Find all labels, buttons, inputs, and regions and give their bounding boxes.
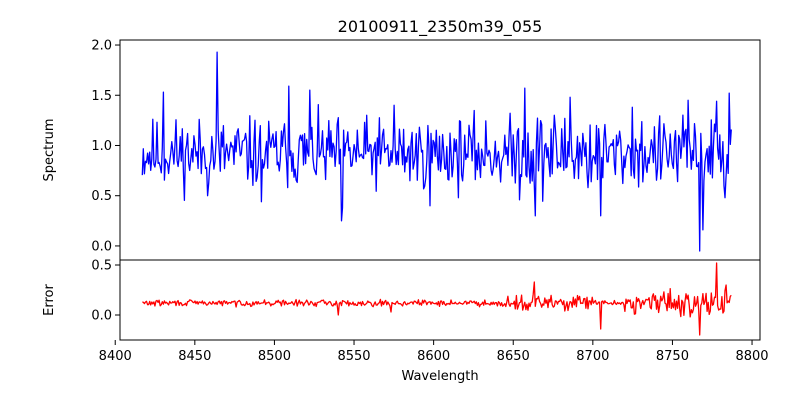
- xtick-label: 8500: [258, 349, 291, 364]
- spectrum-series: [141, 51, 732, 252]
- plot-title: 20100911_2350m39_055: [338, 17, 543, 37]
- error-line: [142, 262, 732, 336]
- xtick-label: 8700: [576, 349, 609, 364]
- xtick-label: 8550: [337, 349, 370, 364]
- error-ylabel: Error: [42, 284, 57, 316]
- xtick-label: 8450: [178, 349, 211, 364]
- xtick-label: 8600: [417, 349, 450, 364]
- error-axes-frame: [119, 259, 761, 341]
- xtick-label: 8650: [497, 349, 530, 364]
- x-axis-label: Wavelength: [401, 369, 478, 384]
- spectrum-ytick-label: 1.0: [91, 139, 112, 154]
- xtick-label: 8750: [656, 349, 689, 364]
- xtick-label: 8400: [99, 349, 132, 364]
- error-ytick-label: 0.0: [91, 309, 112, 324]
- spectrum-ytick-label: 0.5: [91, 189, 112, 204]
- error-y-ticks: 0.0 0.5: [91, 259, 120, 324]
- spectrum-y-ticks: 0.0 0.5 1.0 1.5 2.0: [91, 39, 120, 254]
- spectrum-line: [141, 51, 732, 252]
- error-panel: 0.0 0.5 Error: [42, 259, 761, 341]
- spectrum-ytick-label: 0.0: [91, 239, 112, 254]
- x-axis-ticks: 8400 8450 8500 8550 8600 8650 8700 8750 8800: [99, 340, 769, 364]
- spectrum-ylabel: Spectrum: [42, 119, 57, 182]
- error-ytick-label: 0.5: [91, 259, 112, 274]
- xtick-label: 8800: [735, 349, 768, 364]
- error-series: [142, 262, 732, 336]
- spectrum-ytick-label: 2.0: [91, 39, 112, 54]
- spectrum-ytick-label: 1.5: [91, 89, 112, 104]
